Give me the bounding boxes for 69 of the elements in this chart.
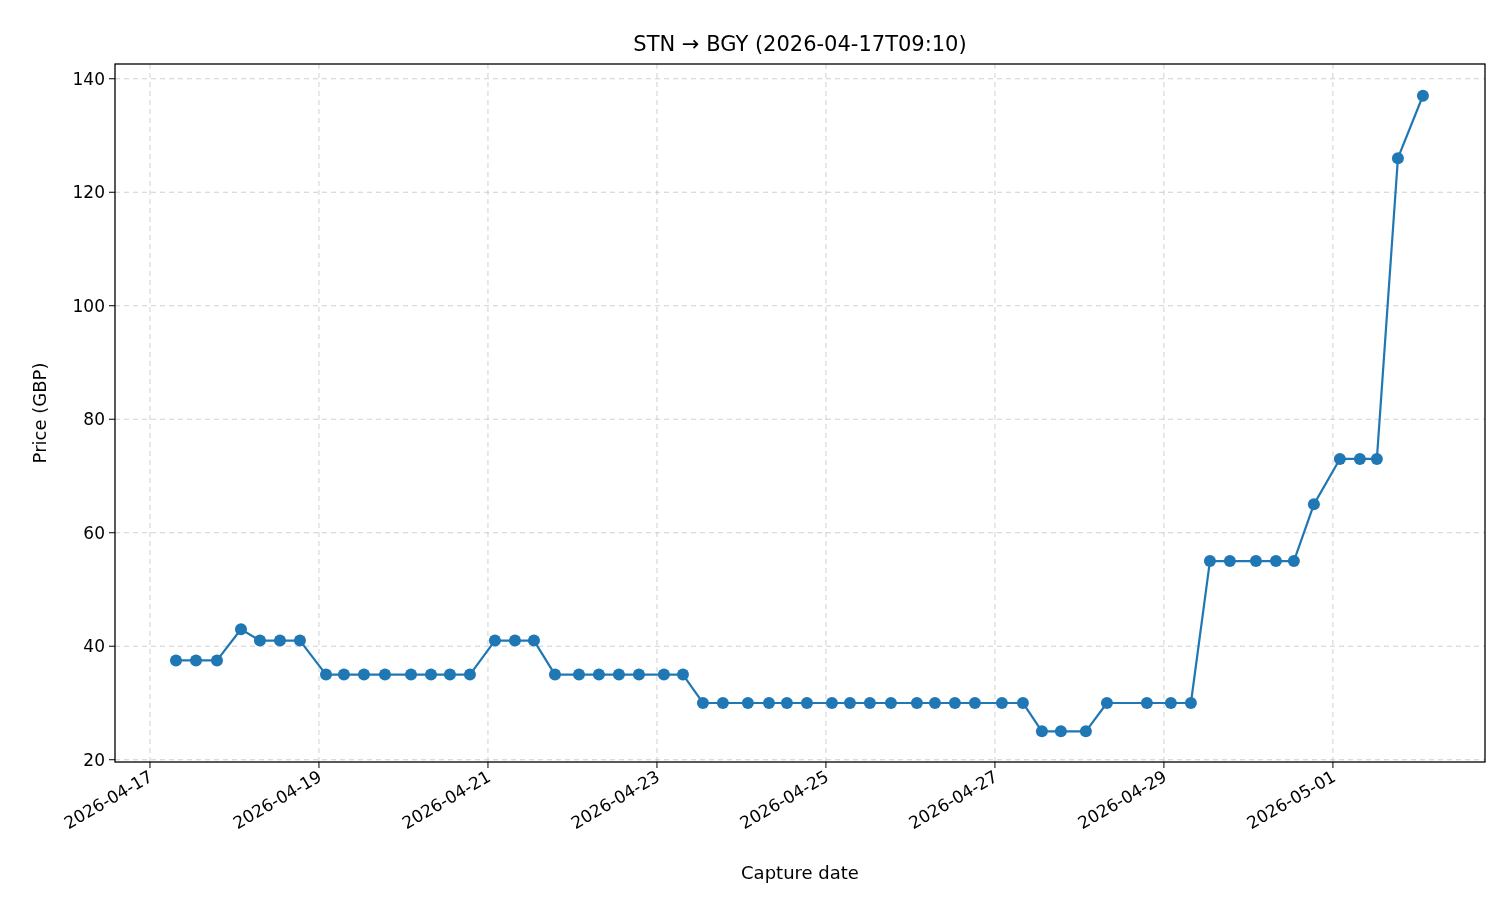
point (676, 668, 689, 681)
point (337, 668, 350, 681)
point (1333, 452, 1346, 465)
y-tick-label: 80 (83, 409, 105, 430)
y-axis-title: Price (GBP) (29, 362, 50, 464)
point (488, 634, 501, 647)
point (762, 696, 775, 709)
point (843, 696, 856, 709)
point (1287, 555, 1300, 568)
point (1391, 152, 1404, 165)
point (884, 696, 897, 709)
y-tick-label: 140 (72, 68, 105, 89)
point (780, 696, 793, 709)
y-tick-label: 60 (83, 522, 105, 543)
point (463, 668, 476, 681)
point (1223, 555, 1236, 568)
point (1140, 696, 1153, 709)
point (234, 623, 247, 636)
point (1269, 555, 1282, 568)
point (1100, 696, 1113, 709)
point (995, 696, 1008, 709)
y-tick-label: 20 (83, 749, 105, 770)
point (169, 654, 182, 667)
y-tick-label: 40 (83, 636, 105, 657)
point (948, 696, 961, 709)
point (825, 696, 838, 709)
point (800, 696, 813, 709)
point (273, 634, 286, 647)
point (1164, 696, 1177, 709)
x-axis-title: Capture date (741, 862, 859, 883)
point (910, 696, 923, 709)
point (1249, 555, 1262, 568)
point (357, 668, 370, 681)
point (612, 668, 625, 681)
point (572, 668, 585, 681)
point (632, 668, 645, 681)
point (928, 696, 941, 709)
point (1370, 452, 1383, 465)
point (293, 634, 306, 647)
point (968, 696, 981, 709)
point (1203, 555, 1216, 568)
point (443, 668, 456, 681)
point (716, 696, 729, 709)
point (508, 634, 521, 647)
point (210, 654, 223, 667)
y-tick-label: 100 (72, 295, 105, 316)
point (527, 634, 540, 647)
point (378, 668, 391, 681)
point (1054, 725, 1067, 738)
point (741, 696, 754, 709)
chart-title: STN → BGY (2026-04-17T09:10) (633, 32, 967, 56)
point (1079, 725, 1092, 738)
point (1016, 696, 1029, 709)
point (1353, 452, 1366, 465)
point (404, 668, 417, 681)
point (548, 668, 561, 681)
point (1416, 89, 1429, 102)
point (1307, 498, 1320, 511)
point (253, 634, 266, 647)
point (696, 696, 709, 709)
point (592, 668, 605, 681)
point (1184, 696, 1197, 709)
y-tick-label: 120 (72, 182, 105, 203)
point (863, 696, 876, 709)
point (189, 654, 202, 667)
point (1035, 725, 1048, 738)
point (320, 668, 332, 681)
point (424, 668, 437, 681)
point (657, 668, 670, 681)
